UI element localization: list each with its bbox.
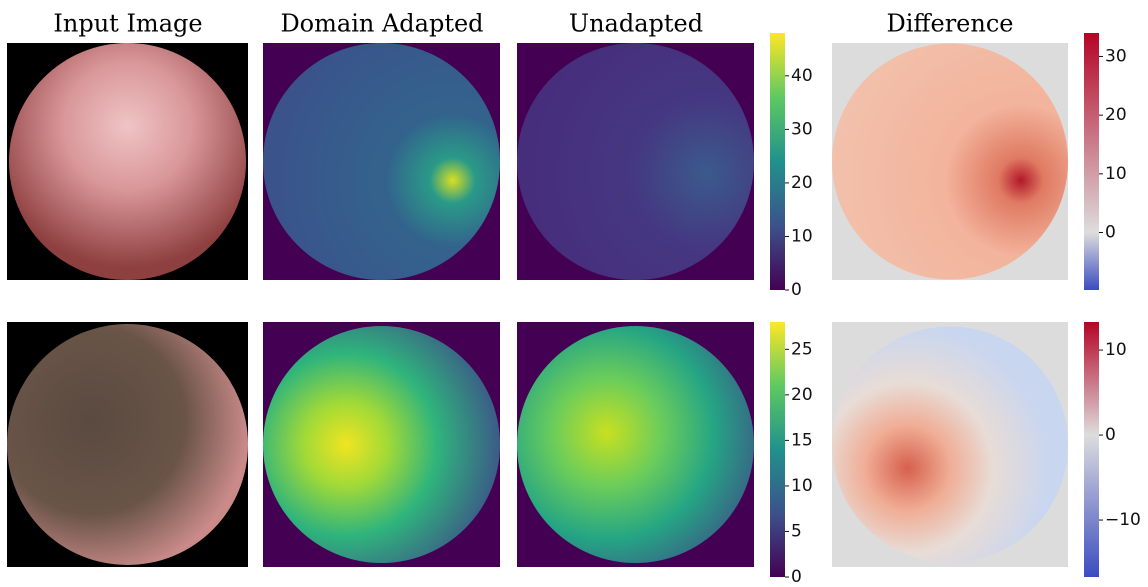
colorbar-tick-label: 15 [791, 430, 813, 450]
image-content [263, 43, 500, 280]
column-title: Difference [887, 10, 1014, 38]
colorbar-tick-label: 0 [1105, 425, 1116, 445]
column-title: Domain Adapted [280, 10, 483, 38]
figure: Input Image Domain Adapted Unadapted Differ… [0, 0, 1148, 583]
column-title: Unadapted [569, 10, 703, 38]
image-content [7, 324, 248, 565]
colorbar-tick-label: 25 [791, 339, 813, 359]
colorbar-tick-label: 0 [791, 280, 802, 300]
column-title: Input Image [53, 10, 202, 38]
image-content [517, 43, 754, 280]
colorbar-tick-label: 20 [791, 173, 813, 193]
image-content [832, 327, 1068, 563]
image-content [9, 43, 246, 280]
colorbar-tick-label: 0 [791, 567, 802, 583]
colorbar-tick-label: 10 [791, 476, 813, 496]
colorbar [770, 33, 785, 290]
colorbar-tick-label: 5 [791, 521, 802, 541]
colorbar-tick-label: 20 [791, 385, 813, 405]
colorbar [1084, 322, 1099, 577]
colorbar-tick-label: −10 [1105, 510, 1141, 530]
image-content [263, 326, 500, 563]
image-content [832, 44, 1068, 280]
colorbar [1084, 33, 1099, 290]
colorbar-tick-label: 30 [1105, 46, 1127, 66]
image-content [517, 326, 754, 563]
colorbar-tick-label: 30 [791, 119, 813, 139]
colorbar-tick-label: 20 [1105, 105, 1127, 125]
colorbar-tick-label: 10 [1105, 340, 1127, 360]
colorbar [770, 322, 785, 577]
colorbar-tick-label: 40 [791, 66, 813, 86]
colorbar-tick-label: 10 [791, 226, 813, 246]
colorbar-tick-label: 0 [1105, 222, 1116, 242]
page: {"columns": ["Input Image", "Domain Adap… [0, 0, 1148, 583]
colorbar-tick-label: 10 [1105, 164, 1127, 184]
